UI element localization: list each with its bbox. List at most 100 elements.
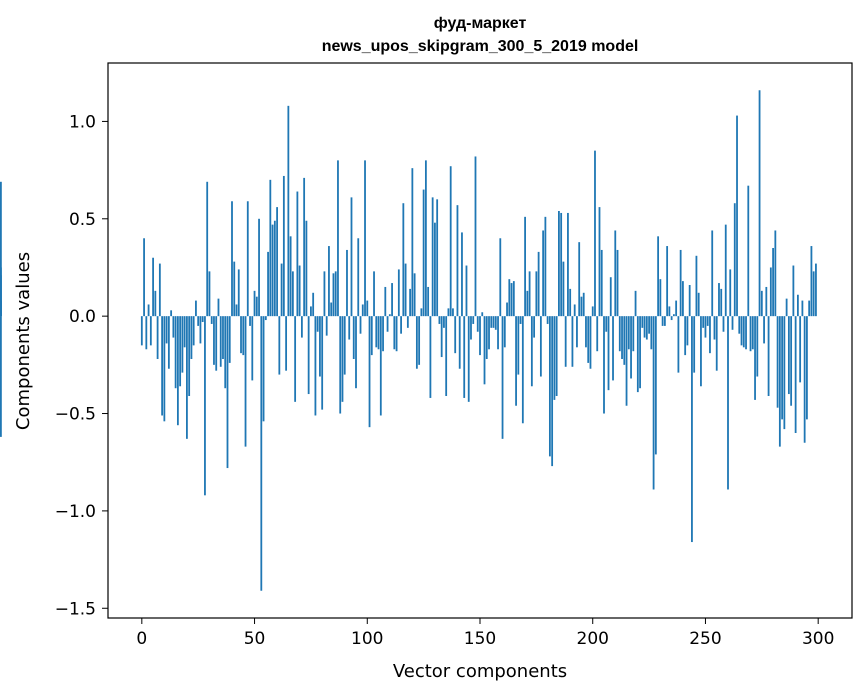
bar: [567, 212, 569, 317]
bar: [337, 160, 339, 317]
bar: [165, 316, 168, 344]
bar: [524, 216, 526, 317]
bar: [641, 316, 644, 328]
bar: [397, 269, 400, 317]
bar: [415, 316, 418, 369]
bar: [763, 316, 765, 344]
bar: [183, 316, 186, 348]
bar: [359, 316, 362, 334]
bar: [573, 304, 576, 317]
bar: [625, 316, 628, 406]
bar: [585, 316, 587, 348]
bar: [321, 316, 324, 410]
bar: [537, 251, 540, 317]
bar: [195, 300, 197, 317]
bar: [688, 285, 691, 317]
bar: [612, 316, 614, 381]
y-tick-label: −1.0: [55, 502, 96, 522]
bar: [208, 271, 211, 317]
bar: [778, 316, 781, 447]
bar: [361, 304, 364, 317]
bar: [156, 316, 159, 359]
chart-title: фуд-маркет: [434, 15, 527, 32]
bar: [443, 316, 445, 328]
bar: [539, 316, 542, 377]
bar: [280, 263, 283, 317]
bar: [564, 316, 567, 367]
bar: [364, 160, 366, 317]
bar: [291, 271, 294, 317]
bar: [738, 316, 741, 334]
bar: [328, 246, 330, 317]
bar: [596, 316, 599, 352]
bar: [264, 316, 267, 321]
bar: [571, 316, 574, 367]
bar: [452, 308, 454, 317]
bar: [409, 288, 412, 317]
bar: [542, 230, 545, 317]
bar: [206, 181, 209, 317]
bar: [172, 316, 175, 338]
bar: [287, 105, 290, 317]
bar: [152, 257, 154, 317]
bar: [237, 269, 240, 317]
bar: [810, 246, 813, 317]
bar: [715, 316, 718, 371]
bar: [273, 220, 276, 317]
bar: [456, 205, 459, 317]
bar: [551, 316, 554, 467]
bar: [672, 314, 675, 317]
bar: [269, 179, 272, 317]
bar: [289, 236, 292, 317]
bar: [652, 316, 655, 490]
bar: [598, 207, 601, 317]
bar: [666, 246, 669, 317]
bar: [258, 218, 260, 317]
bar: [526, 290, 529, 317]
bar: [391, 283, 393, 317]
bar: [589, 316, 592, 369]
bar: [307, 316, 310, 395]
bar: [179, 316, 182, 387]
bar: [530, 316, 533, 387]
bar: [742, 316, 745, 348]
bar: [296, 191, 299, 317]
bar: [485, 316, 488, 359]
bar: [510, 283, 513, 317]
chart-subtitle: news_upos_skipgram_300_5_2019 model: [322, 38, 639, 55]
bar: [630, 316, 632, 379]
bar: [643, 316, 646, 338]
bar: [736, 115, 738, 317]
bar: [246, 201, 249, 317]
bar: [154, 290, 157, 317]
bar: [174, 316, 177, 389]
x-tick-label: 150: [464, 629, 496, 649]
bar: [242, 316, 245, 356]
bar: [706, 316, 709, 326]
bar: [614, 230, 617, 317]
bar: [244, 316, 247, 447]
bar: [429, 316, 432, 398]
bar: [758, 90, 761, 317]
bar: [501, 316, 504, 439]
bar: [632, 316, 635, 352]
bar: [639, 316, 641, 389]
bar: [190, 316, 193, 359]
bar: [373, 271, 375, 317]
bar: [285, 316, 288, 371]
bar: [675, 300, 678, 317]
x-axis-ticks: 0 50 100 150 200 250 300: [136, 618, 834, 649]
x-tick-label: 0: [136, 629, 147, 649]
bar: [515, 316, 517, 406]
bar: [600, 249, 603, 317]
x-tick-label: 50: [244, 629, 266, 649]
bar: [553, 316, 556, 400]
bar: [219, 316, 222, 367]
bar: [731, 316, 734, 330]
bar: [255, 296, 258, 317]
bar: [413, 273, 416, 317]
bar: [580, 296, 583, 317]
bar: [282, 175, 285, 317]
bar: [253, 290, 256, 317]
